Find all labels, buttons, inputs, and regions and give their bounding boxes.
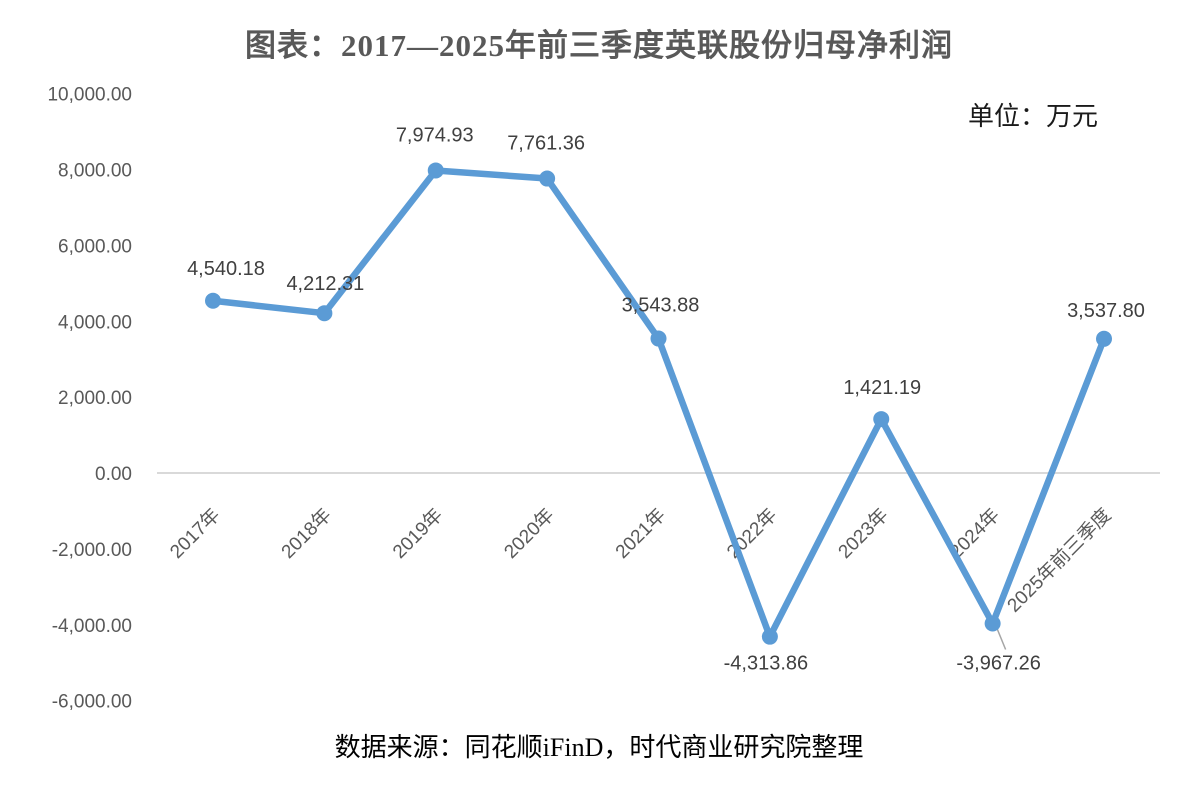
data-point-marker: [984, 615, 1001, 632]
data-point-value-label: 1,421.19: [843, 377, 921, 399]
data-point-marker: [316, 305, 333, 322]
series-line: [209, 167, 1108, 640]
data-label-leader-line: [995, 627, 1007, 650]
data-source-label: 数据来源：同花顺iFinD，时代商业研究院整理: [334, 733, 864, 762]
x-axis-category-label: 2023年: [834, 504, 893, 563]
y-axis-tick-label: 2,000.00: [58, 388, 132, 409]
y-axis-tick-label: 0.00: [95, 464, 132, 485]
y-axis-tick-label: 6,000.00: [58, 236, 132, 257]
data-point-marker: [761, 628, 778, 645]
x-axis-category-label: 2019年: [388, 504, 447, 563]
y-axis-tick-label: 4,000.00: [58, 312, 132, 333]
data-point-value-label: 3,543.88: [622, 295, 700, 317]
data-point-marker: [1096, 330, 1112, 347]
data-point-marker: [650, 330, 667, 347]
x-axis-category-label: 2020年: [500, 504, 559, 563]
data-point-value-label: 4,212.31: [286, 273, 364, 295]
data-point-value-label: 7,974.93: [396, 124, 474, 146]
x-axis-category-label: 2018年: [277, 504, 336, 563]
y-axis-tick-label: -6,000.00: [52, 692, 132, 713]
y-axis-tick-label: -4,000.00: [52, 616, 132, 637]
y-axis-tick-label: 8,000.00: [58, 161, 132, 182]
x-axis-category-label: 2017年: [166, 504, 225, 563]
data-point-marker: [539, 170, 556, 187]
data-point-marker: [873, 411, 890, 428]
data-point-value-label: 3,537.80: [1067, 300, 1145, 322]
data-point-value-label: 4,540.18: [187, 258, 265, 280]
unit-label: 单位：万元: [967, 102, 1098, 131]
x-axis-category-label: 2021年: [611, 504, 670, 563]
data-point-value-label: -4,313.86: [724, 653, 809, 675]
y-axis-tick-label: -2,000.00: [52, 540, 132, 561]
data-point-value-label: 7,761.36: [507, 133, 585, 155]
y-axis-tick-label: 10,000.00: [47, 85, 132, 106]
chart-title: 图表：2017—2025年前三季度英联股份归母净利润: [245, 28, 953, 63]
data-point-marker: [205, 292, 221, 309]
data-point-marker: [427, 162, 444, 179]
data-point-value-label: -3,967.26: [956, 653, 1041, 675]
